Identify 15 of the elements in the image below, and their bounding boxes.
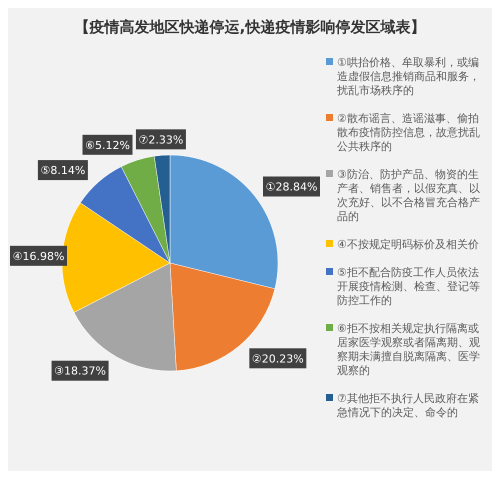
chart-title: 【疫情高发地区快递停运,快递疫情影响停发区域表】 <box>74 18 426 36</box>
data-label: ①28.84% <box>266 180 318 194</box>
data-label: ②20.23% <box>252 352 304 366</box>
legend-label: ⑤拒不配合防疫工作人员依法开展疫情检测、检查、登记等防控工作的 <box>337 266 480 307</box>
data-label: ⑥5.12% <box>85 138 130 152</box>
legend-label: ③防治、防护产品、物资的生产者、销售者，以假充真、以次充好、以不合格冒充合格产品的 <box>337 168 480 223</box>
legend-label: ②散布谣言、造谣滋事、偷拍散布疫情防控信息，故意扰乱公共秩序的 <box>337 112 480 153</box>
data-label: ⑤8.14% <box>40 164 86 178</box>
data-label: ③18.37% <box>54 364 106 378</box>
data-label: ⑦2.33% <box>138 133 184 146</box>
legend-label: ④不按规定明码标价及相关价 <box>337 238 479 251</box>
legend-label: ⑥拒不按相关规定执行隔离或居家医学观察或者隔离期、观察期未满擅自脱离隔离、医学观察的 <box>337 322 480 377</box>
legend-label: ⑦其他拒不执行人民政府在紧急情况下的决定、命令的 <box>336 392 479 419</box>
data-label: ④16.98% <box>12 250 64 263</box>
legend-label: ①哄抬价格、牟取暴利，或编造虚假信息推销商品和服务，扰乱市场秩序的 <box>336 56 480 97</box>
